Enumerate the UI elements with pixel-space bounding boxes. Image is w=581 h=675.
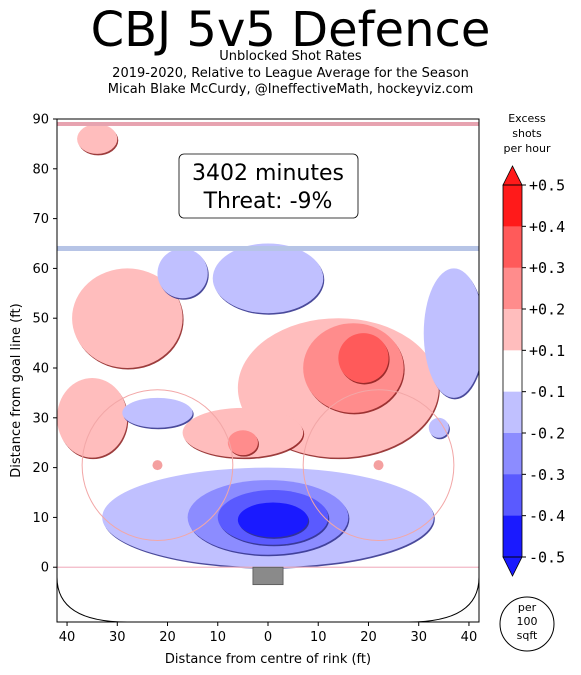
faceoff-dot-2 — [373, 460, 384, 471]
y-tick-label-2: 20 — [32, 461, 49, 476]
colorbar-tick-label-9: -0.5 — [529, 549, 565, 567]
colorbar-bottom-arrow — [502, 556, 523, 577]
y-tick-label-1: 10 — [32, 511, 49, 526]
colorbar-label-line-2: shots — [512, 127, 542, 140]
colorbar-tick-label-6: -0.2 — [529, 425, 565, 443]
colorbar-segment-4 — [503, 350, 522, 393]
y-tick-label-9: 90 — [32, 113, 49, 128]
colorbar-label-line-1: Excess — [508, 112, 546, 125]
colorbar-tick-label-8: -0.4 — [529, 507, 565, 525]
x-tick-label-5: 10 — [310, 630, 327, 645]
annotation-box — [178, 153, 359, 219]
x-tick-label-4: 0 — [264, 630, 272, 645]
faceoff-dot-1 — [152, 460, 163, 471]
red-line — [57, 121, 479, 126]
y-tick-label-3: 30 — [32, 411, 49, 426]
region-right-high-deficit — [423, 268, 479, 398]
region-left-high-excess — [72, 268, 183, 369]
x-tick-label-2: 20 — [159, 630, 176, 645]
subtitle-line-1: Unblocked Shot Rates — [219, 49, 362, 64]
unit-line-1: per — [518, 601, 537, 614]
page-title: CBJ 5v5 Defence — [90, 2, 491, 58]
colorbar: Excess shots per hour +0.5 +0.4 +0.3 +0.2 +0… — [502, 112, 565, 577]
threat-annotation: 3402 minutes Threat: -9% — [178, 153, 359, 219]
colorbar-tick-label-0: +0.5 — [529, 177, 565, 195]
colorbar-tick-label-5: -0.1 — [529, 383, 565, 401]
region-left-circle-excess — [57, 377, 128, 458]
annotation-threat: Threat: -9% — [203, 189, 333, 214]
x-tick-label-1: 30 — [109, 630, 126, 645]
colorbar-top-arrow — [502, 165, 523, 186]
y-tick-label-5: 50 — [32, 312, 49, 327]
region-right-faceoff-deficit — [428, 417, 449, 438]
region-right-point-excess-3 — [338, 333, 389, 383]
y-tick-label-0: 0 — [41, 561, 49, 576]
colorbar-segment-5 — [503, 391, 522, 434]
x-axis-label: Distance from centre of rink (ft) — [165, 652, 371, 667]
faceoff-circle-2 — [302, 389, 455, 541]
colorbar-segment-2 — [503, 267, 522, 310]
axes: 40 30 20 10 0 10 20 30 40 0 10 20 30 40 50 60 70 80 90 Dist… — [9, 113, 480, 667]
colorbar-segment-0 — [503, 185, 522, 227]
subtitle-line-3: Micah Blake McCurdy, @IneffectiveMath, h… — [107, 82, 474, 97]
y-tick-label-7: 70 — [32, 212, 49, 227]
unit-line-2: 100 — [517, 615, 538, 628]
faceoff-circle-1 — [81, 389, 234, 541]
goal-net — [252, 566, 284, 586]
annotation-minutes: 3402 minutes — [192, 161, 344, 186]
region-slot-deficit-core — [237, 502, 309, 538]
colorbar-tick-label-1: +0.4 — [529, 218, 565, 236]
colorbar-tick-label-2: +0.3 — [529, 259, 565, 277]
x-tick-label-3: 10 — [209, 630, 226, 645]
colorbar-tick-label-4: +0.1 — [529, 342, 565, 360]
y-tick-label-6: 60 — [32, 262, 49, 277]
colorbar-segment-3 — [503, 309, 522, 351]
blue-line — [57, 245, 479, 251]
unit-line-3: sqft — [517, 629, 538, 642]
colorbar-segment-8 — [503, 515, 522, 558]
region-top-left-excess — [77, 123, 118, 154]
x-tick-label-8: 40 — [461, 630, 478, 645]
colorbar-label-line-3: per hour — [504, 142, 551, 155]
colorbar-segment-6 — [503, 433, 522, 475]
heatmap-regions — [57, 123, 479, 569]
region-centre-excess-2 — [227, 430, 258, 456]
colorbar-frame — [502, 184, 523, 558]
region-left-circle-deficit — [122, 397, 193, 428]
y-tick-label-8: 80 — [32, 162, 49, 177]
subtitle-line-2: 2019-2020, Relative to League Average fo… — [112, 66, 469, 81]
y-axis-label: Distance from goal line (ft) — [9, 303, 24, 477]
region-top-deficit — [212, 243, 324, 314]
colorbar-tick-label-3: +0.2 — [529, 301, 565, 319]
x-tick-label-0: 40 — [59, 630, 76, 645]
x-tick-label-6: 20 — [360, 630, 377, 645]
colorbar-segment-1 — [503, 226, 522, 269]
y-tick-label-4: 40 — [32, 362, 49, 377]
colorbar-segment-7 — [503, 474, 522, 517]
unit-badge: per 100 sqft — [499, 596, 555, 652]
colorbar-tick-label-7: -0.3 — [529, 466, 565, 484]
x-tick-label-7: 30 — [410, 630, 427, 645]
region-blue-line-deficit — [157, 248, 208, 299]
